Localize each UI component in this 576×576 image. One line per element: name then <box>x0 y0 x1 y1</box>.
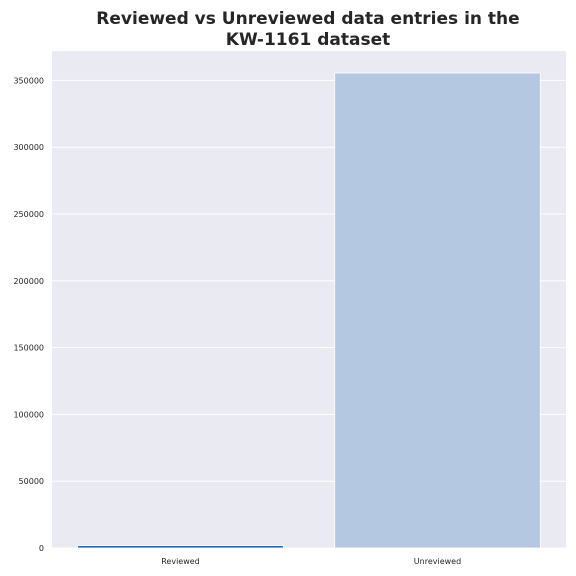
bars <box>77 72 541 549</box>
y-tick-label: 50000 <box>19 477 44 486</box>
y-tick-label: 150000 <box>13 344 44 353</box>
x-tick-label-unreviewed: Unreviewed <box>414 557 461 566</box>
chart-title-line-2: KW-1161 dataset <box>226 30 390 50</box>
bar-reviewed <box>77 545 284 549</box>
bar-unreviewed <box>334 72 541 549</box>
y-axis-ticks: 0 50000 100000 150000 200000 250000 300000 3500… <box>13 76 44 553</box>
y-tick-label: 350000 <box>13 76 44 85</box>
y-tick-label: 250000 <box>13 210 44 219</box>
y-tick-label: 200000 <box>13 277 44 286</box>
y-tick-label: 100000 <box>13 410 44 419</box>
chart-title-line-1: Reviewed vs Unreviewed data entries in t… <box>96 9 519 29</box>
x-axis-ticks: Reviewed Unreviewed <box>161 557 461 566</box>
y-tick-label: 300000 <box>13 143 44 152</box>
x-tick-label-reviewed: Reviewed <box>161 557 200 566</box>
y-tick-label: 0 <box>39 544 44 553</box>
